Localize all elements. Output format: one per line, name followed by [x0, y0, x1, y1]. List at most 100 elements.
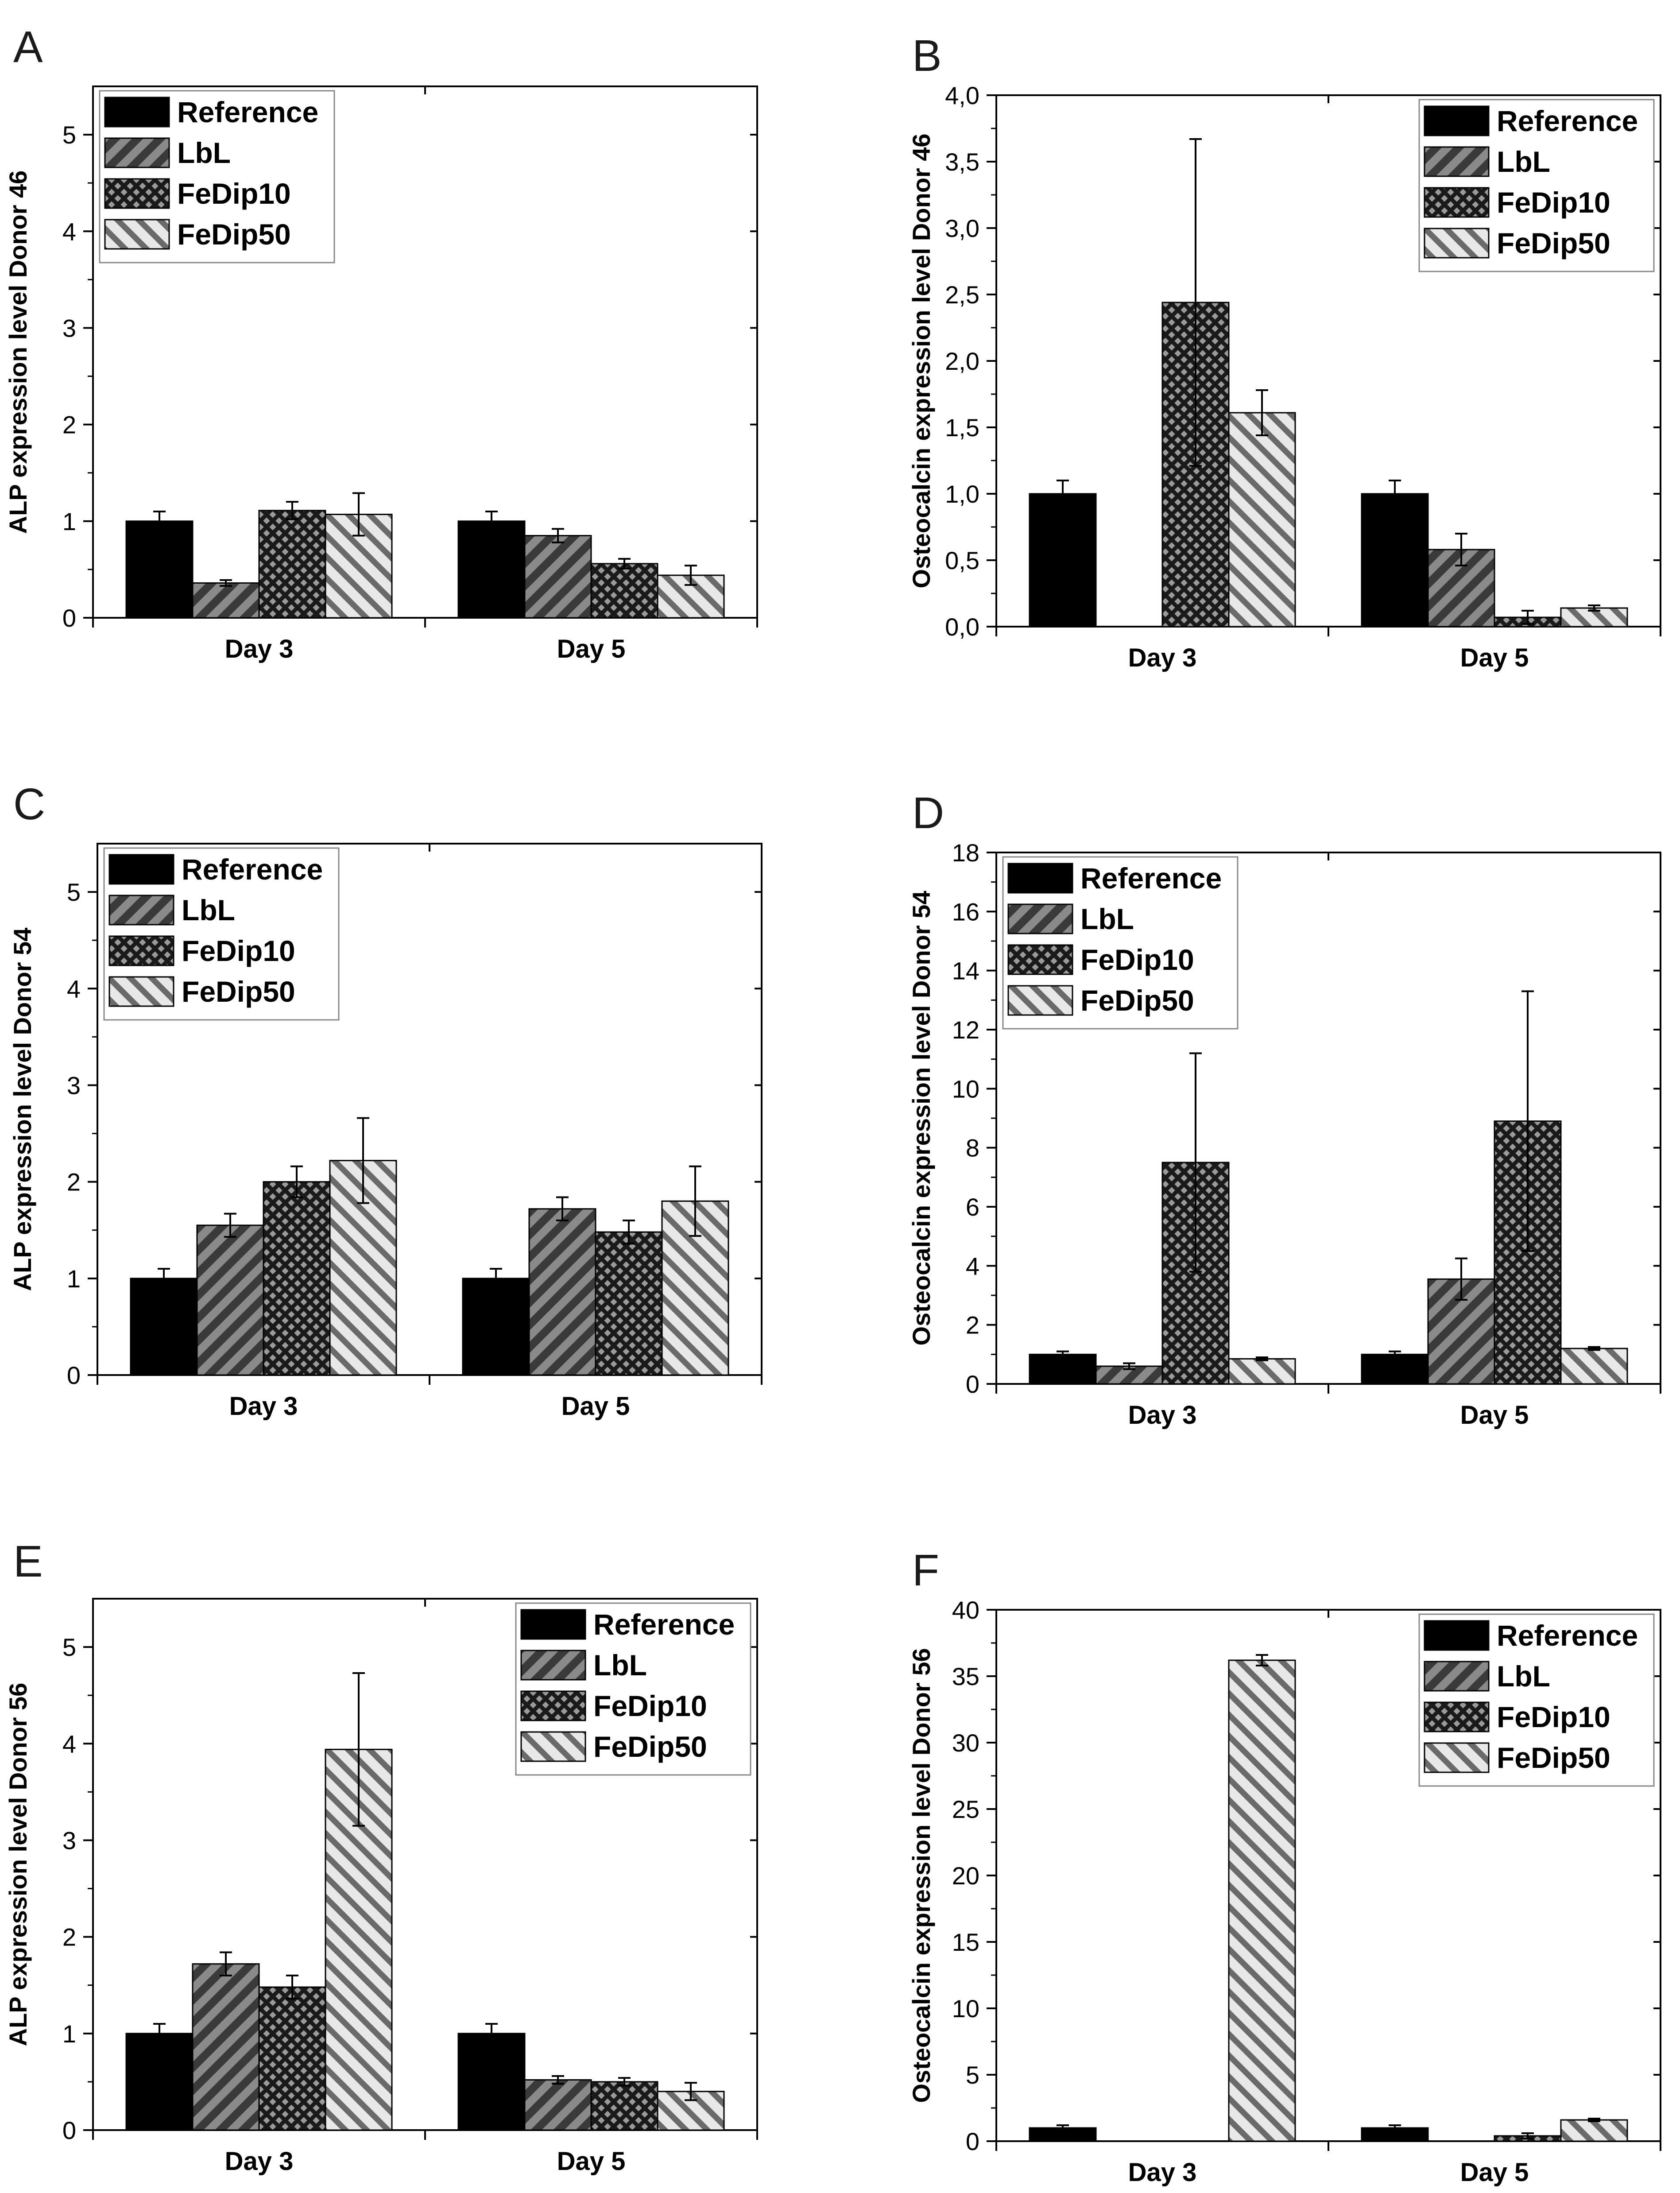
x-tick-label: Day 5	[557, 2147, 626, 2176]
x-tick-label: Day 5	[1460, 1401, 1529, 1430]
legend-label: FeDip50	[177, 218, 291, 251]
panel-letter: C	[13, 779, 45, 829]
y-axis-label: Osteocalcin expression level Donor 46	[907, 133, 935, 588]
y-tick-label: 4	[67, 975, 81, 1003]
bar-fedip50-day-5	[1560, 2119, 1628, 2142]
y-tick-label: 8	[966, 1134, 979, 1162]
y-tick-label: 2	[62, 411, 76, 439]
x-tick-label: Day 5	[1460, 643, 1529, 672]
x-tick-label: Day 3	[225, 2147, 294, 2176]
legend-swatch	[108, 935, 174, 966]
panel-letter: A	[13, 22, 43, 72]
y-axis-label: ALP expression level Donor 54	[8, 928, 36, 1291]
legend: Reference LbL FeDip10 FeDip50	[1418, 1613, 1655, 1787]
y-tick-label: 5	[966, 2061, 979, 2089]
bar-reference-day-3	[1029, 493, 1097, 628]
panel-letter: F	[912, 1546, 939, 1595]
bar-reference-day-5	[457, 2033, 526, 2131]
legend-label: FeDip50	[1080, 984, 1194, 1017]
y-axis-label: Osteocalcin expression level Donor 56	[907, 1648, 935, 2103]
x-tick-label: Day 5	[557, 635, 626, 663]
y-tick-label: 2	[966, 1311, 979, 1339]
bar-fedip10-day-5	[590, 2081, 658, 2131]
bar-fedip50-day-3	[1228, 412, 1296, 628]
bar-fedip10-day-3	[258, 1986, 326, 2131]
legend-label: FeDip50	[1497, 227, 1610, 260]
y-tick-label: 10	[952, 1995, 979, 2023]
legend-swatch	[520, 1690, 586, 1721]
y-tick-label: 0	[966, 1370, 979, 1398]
y-tick-label: 2,5	[945, 281, 979, 309]
bar-reference-day-3	[1029, 1353, 1097, 1385]
y-tick-label: 2	[62, 1923, 76, 1951]
legend: Reference LbL FeDip10 FeDip50	[1418, 99, 1655, 272]
panel-letter: D	[912, 788, 944, 838]
bar-lbl-day-5	[528, 1208, 596, 1376]
legend-swatch	[104, 178, 170, 209]
x-tick-label: Day 3	[1128, 643, 1197, 672]
legend-swatch	[1424, 1661, 1490, 1692]
bar-reference-day-3	[125, 2033, 194, 2131]
legend: Reference LbL FeDip10 FeDip50	[103, 847, 340, 1021]
y-tick-label: 0	[966, 2127, 979, 2155]
y-tick-label: 4	[62, 1730, 76, 1758]
legend-label: LbL	[1497, 145, 1550, 178]
y-axis-label: ALP expression level Donor 46	[4, 170, 32, 534]
chart-panel-b: B 0,0 0,5 1,0 1,5 2,0 2,5 3,0 3,5 4,0 Osteocalcin …	[907, 31, 1661, 672]
legend-label: LbL	[177, 136, 231, 169]
bar-reference-day-5	[462, 1278, 530, 1376]
legend-swatch	[1007, 985, 1073, 1016]
y-tick-label: 3,0	[945, 214, 979, 242]
legend-label: FeDip50	[182, 975, 295, 1008]
bar-reference-day-5	[457, 520, 526, 619]
legend-label: Reference	[593, 1608, 735, 1641]
y-axis-label: ALP expression level Donor 56	[4, 1683, 32, 2046]
legend-label: FeDip10	[177, 177, 291, 210]
y-tick-label: 1,5	[945, 414, 979, 442]
y-tick-label: 2,0	[945, 347, 979, 375]
y-tick-label: 40	[952, 1596, 979, 1624]
y-tick-label: 1,0	[945, 480, 979, 508]
y-tick-label: 10	[952, 1075, 979, 1103]
y-tick-label: 15	[952, 1928, 979, 1956]
y-tick-label: 1	[62, 2020, 76, 2048]
legend-label: FeDip10	[1497, 186, 1610, 219]
legend: Reference LbL FeDip10 FeDip50	[515, 1602, 751, 1776]
y-tick-label: 0,5	[945, 546, 979, 574]
legend-swatch	[520, 1609, 586, 1640]
y-tick-label: 30	[952, 1729, 979, 1757]
bar-fedip50-day-5	[1560, 1348, 1628, 1385]
y-tick-label: 0	[62, 2116, 76, 2144]
legend-label: FeDip10	[593, 1689, 707, 1722]
legend-swatch	[520, 1731, 586, 1762]
bar-lbl-day-3	[192, 1963, 260, 2131]
legend-label: Reference	[177, 96, 318, 128]
legend: Reference LbL FeDip10 FeDip50	[99, 90, 335, 263]
y-tick-label: 16	[952, 898, 979, 926]
bar-lbl-day-5	[524, 2079, 592, 2131]
legend-swatch	[108, 854, 174, 885]
y-tick-label: 4,0	[945, 81, 979, 109]
legend-swatch	[1424, 146, 1490, 177]
legend-label: Reference	[1080, 862, 1222, 895]
bar-fedip50-day-3	[1228, 1358, 1296, 1385]
legend-swatch	[520, 1650, 586, 1681]
bar-fedip10-day-3	[258, 510, 326, 619]
y-tick-label: 3,5	[945, 148, 979, 176]
y-tick-label: 3	[62, 1826, 76, 1854]
legend-swatch	[104, 97, 170, 128]
bar-reference-day-3	[125, 520, 194, 619]
bar-lbl-day-3	[192, 582, 260, 619]
y-tick-label: 5	[67, 878, 81, 906]
y-tick-label: 1	[62, 508, 76, 535]
y-axis-label: Osteocalcin expression level Donor 54	[907, 891, 935, 1345]
chart-panel-c: C 0 1 2 3 4 5 ALP expression level Donor 54 Day …	[8, 779, 763, 1421]
legend-swatch	[1424, 1742, 1490, 1773]
y-tick-label: 4	[62, 217, 76, 245]
y-tick-label: 0	[67, 1361, 81, 1389]
x-tick-label: Day 3	[1128, 1401, 1197, 1430]
chart-panel-e: E 0 1 2 3 4 5 ALP expression level Donor 56 Day …	[4, 1537, 758, 2176]
bar-reference-day-3	[130, 1278, 198, 1376]
legend-swatch	[1424, 228, 1490, 259]
